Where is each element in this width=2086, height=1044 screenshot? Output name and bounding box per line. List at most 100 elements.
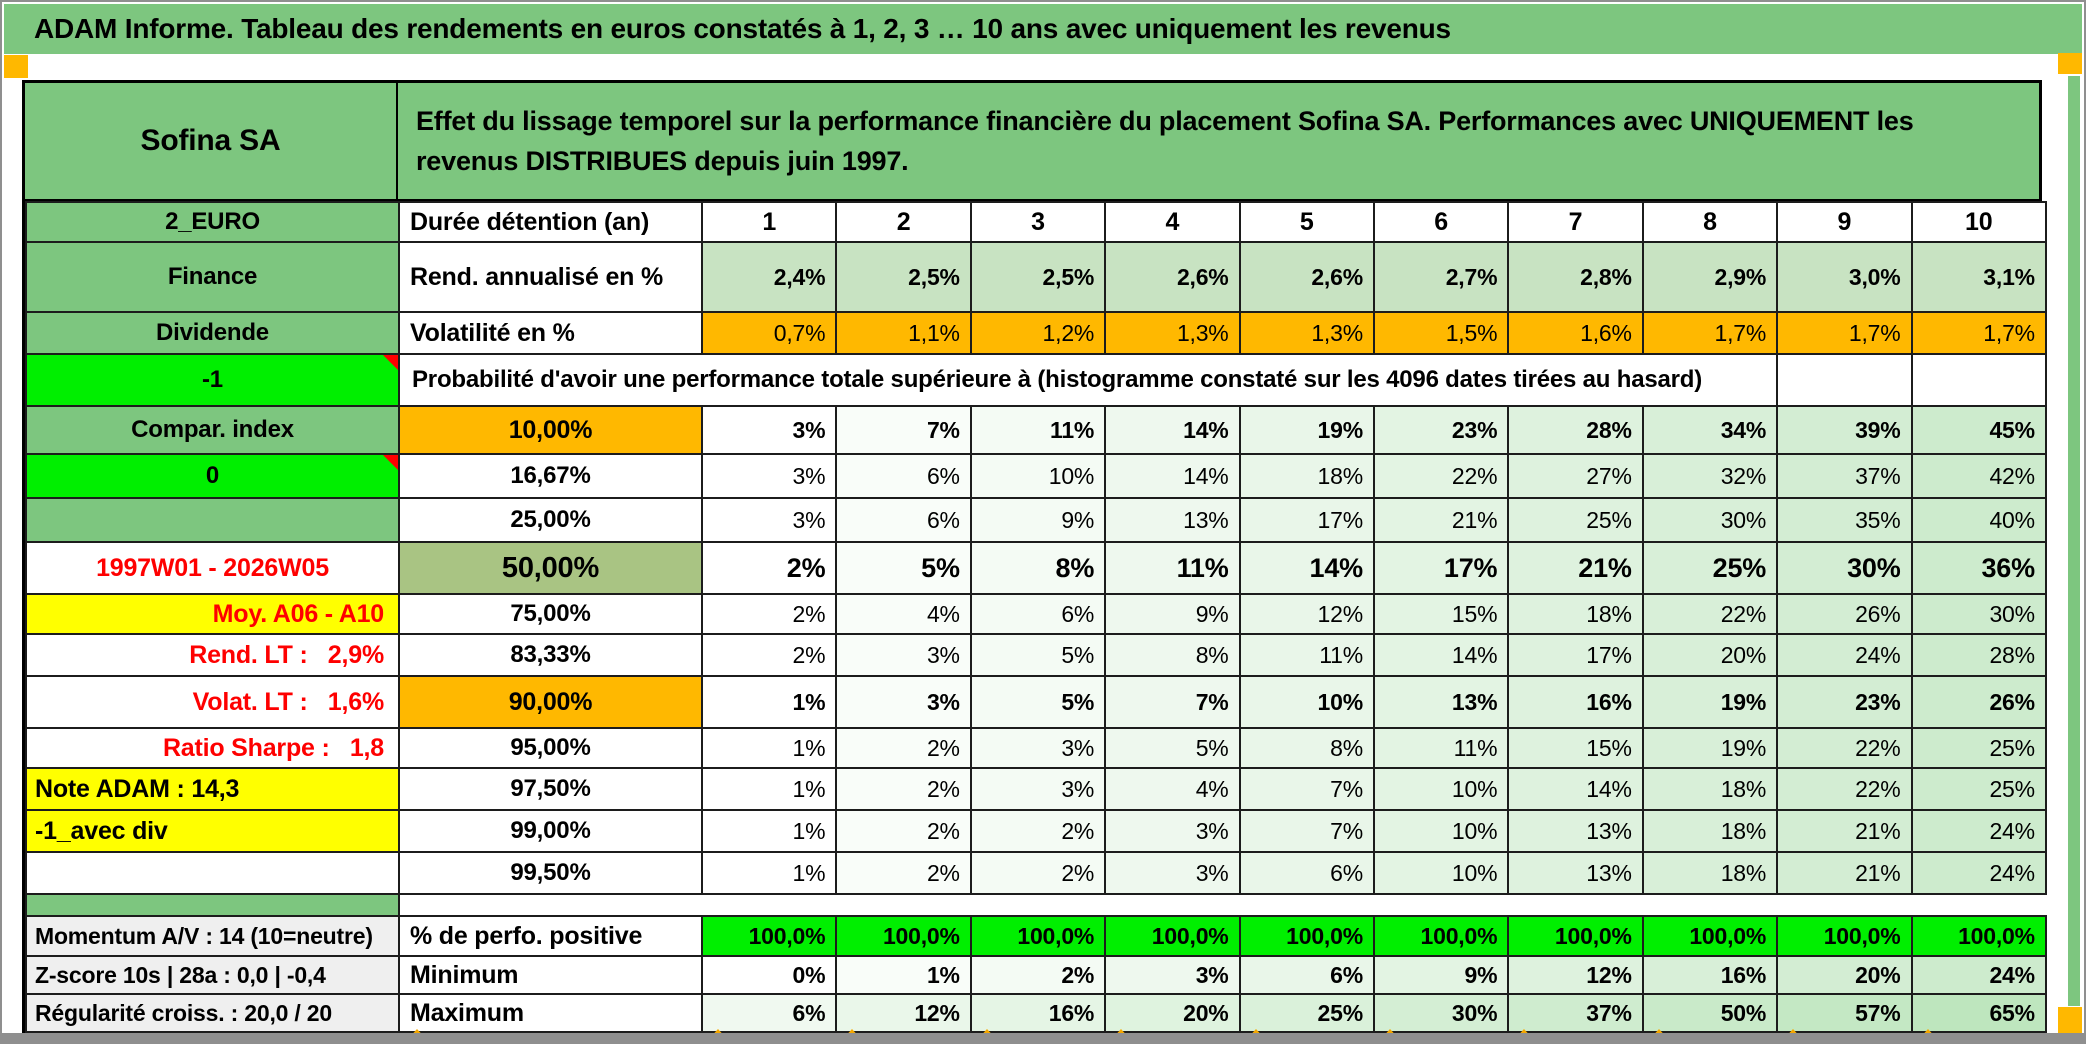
table-cell[interactable]: 25% [1238,993,1375,1033]
table-cell[interactable]: 18% [1641,809,1779,853]
table-cell[interactable]: 3% [1104,809,1241,853]
row-label-p16-67[interactable]: 0 [25,453,400,499]
row-header-p75[interactable]: 75,00% [398,593,703,635]
table-cell[interactable]: 3% [700,497,838,543]
table-cell[interactable]: 2% [835,809,972,853]
table-cell[interactable]: 3,1% [1910,241,2047,313]
row-header-volatility[interactable]: Volatilité en % [398,311,703,355]
table-cell[interactable]: 37% [1776,453,1913,499]
table-cell[interactable]: 2,6% [1104,241,1241,313]
table-cell[interactable]: 9% [1104,593,1241,635]
row-header-p83-33[interactable]: 83,33% [398,633,703,677]
table-cell[interactable]: 2% [969,809,1107,853]
table-cell[interactable]: 3,0% [1776,241,1913,313]
table-cell[interactable]: 12% [1507,955,1644,995]
table-cell[interactable]: 24% [1910,955,2047,995]
table-cell[interactable]: 100,0% [700,915,838,957]
table-cell[interactable]: 45% [1910,405,2047,455]
empty-cell[interactable] [1776,353,1913,407]
table-cell[interactable]: 34% [1641,405,1779,455]
table-cell[interactable]: 17% [1507,633,1644,677]
table-cell[interactable]: 14% [1372,633,1510,677]
row-label-p90[interactable]: Volat. LT : 1,6% [25,675,400,729]
table-cell[interactable]: 57% [1776,993,1913,1033]
table-cell[interactable]: 30% [1641,497,1779,543]
row-header-p90[interactable]: 90,00% [398,675,703,729]
row-label-p99-50[interactable] [25,851,400,895]
table-cell[interactable]: 0% [700,955,838,995]
table-cell[interactable]: 3% [1104,851,1241,895]
table-cell[interactable]: 1,3% [1238,311,1375,355]
row-label-annual-return[interactable]: Finance [25,241,400,313]
table-cell[interactable]: 8% [1104,633,1241,677]
table-cell[interactable]: 100,0% [969,915,1107,957]
table-cell[interactable]: 2,4% [700,241,838,313]
table-cell[interactable]: 100,0% [1910,915,2047,957]
table-cell[interactable]: 1% [700,767,838,811]
row-header-duration[interactable]: Durée détention (an) [398,201,703,243]
table-cell[interactable]: 5% [969,633,1107,677]
row-label-p97-50[interactable]: Note ADAM : 14,3 [25,767,400,811]
table-cell[interactable]: 65% [1910,993,2047,1033]
table-cell[interactable]: 18% [1641,767,1779,811]
table-cell[interactable]: 20% [1641,633,1779,677]
table-cell[interactable]: 21% [1372,497,1510,543]
table-cell[interactable]: 25% [1641,541,1779,595]
table-cell[interactable]: 14% [1104,453,1241,499]
row-header-perf-positive[interactable]: % de perfo. positive [398,915,703,957]
table-cell[interactable]: 1% [700,809,838,853]
table-cell[interactable]: 22% [1776,727,1913,769]
table-cell[interactable]: 2,6% [1238,241,1375,313]
table-cell[interactable]: 7% [1238,767,1375,811]
table-cell[interactable]: 8% [969,541,1107,595]
row-header-p99-50[interactable]: 99,50% [398,851,703,895]
table-cell[interactable]: 32% [1641,453,1779,499]
table-cell[interactable]: 1,7% [1776,311,1913,355]
table-cell[interactable]: 7% [835,405,972,455]
table-cell[interactable]: 6% [835,497,972,543]
table-cell[interactable]: 40% [1910,497,2047,543]
table-cell[interactable]: 23% [1776,675,1913,729]
table-cell[interactable]: 11% [1238,633,1375,677]
row-label-volatility[interactable]: Dividende [25,311,400,355]
table-cell[interactable]: 18% [1507,593,1644,635]
table-cell[interactable]: 9% [969,497,1107,543]
row-header-p95[interactable]: 95,00% [398,727,703,769]
table-cell[interactable]: 11% [1372,727,1510,769]
table-cell[interactable]: 100,0% [1641,915,1779,957]
table-cell[interactable]: 7% [1238,809,1375,853]
table-cell[interactable]: 22% [1776,767,1913,811]
empty-cell[interactable] [1910,353,2047,407]
table-cell[interactable]: 10% [1238,675,1375,729]
table-cell[interactable]: 5% [1104,727,1241,769]
row-header-maximum[interactable]: Maximum [398,993,703,1033]
table-cell[interactable]: 14% [1507,767,1644,811]
row-label-maximum[interactable]: Régularité croiss. : 20,0 / 20 [25,993,400,1033]
table-cell[interactable]: 8% [1238,727,1375,769]
table-cell[interactable]: 3% [700,453,838,499]
table-cell[interactable]: 2% [969,955,1107,995]
row-header-p16-67[interactable]: 16,67% [398,453,703,499]
row-header-p25[interactable]: 25,00% [398,497,703,543]
table-cell[interactable]: 23% [1372,405,1510,455]
table-cell[interactable]: 10% [1372,767,1510,811]
table-cell[interactable]: 2,8% [1507,241,1644,313]
table-cell[interactable]: 18% [1641,851,1779,895]
table-cell[interactable]: 6% [969,593,1107,635]
table-cell[interactable]: 26% [1910,675,2047,729]
table-cell[interactable]: 36% [1910,541,2047,595]
table-cell[interactable]: 7% [1104,675,1241,729]
table-cell[interactable]: 3% [1104,955,1241,995]
table-cell[interactable]: 11% [969,405,1107,455]
table-cell[interactable]: 42% [1910,453,2047,499]
row-label-p95[interactable]: Ratio Sharpe : 1,8 [25,727,400,769]
row-label-p50[interactable]: 1997W01 - 2026W05 [25,541,400,595]
table-cell[interactable]: 24% [1776,633,1913,677]
table-cell[interactable]: 12% [835,993,972,1033]
table-cell[interactable]: 2% [835,727,972,769]
table-cell[interactable]: 8 [1641,201,1779,243]
table-cell[interactable]: 3% [835,675,972,729]
table-cell[interactable]: 100,0% [1776,915,1913,957]
table-cell[interactable]: 16% [1641,955,1779,995]
table-cell[interactable]: 13% [1507,851,1644,895]
